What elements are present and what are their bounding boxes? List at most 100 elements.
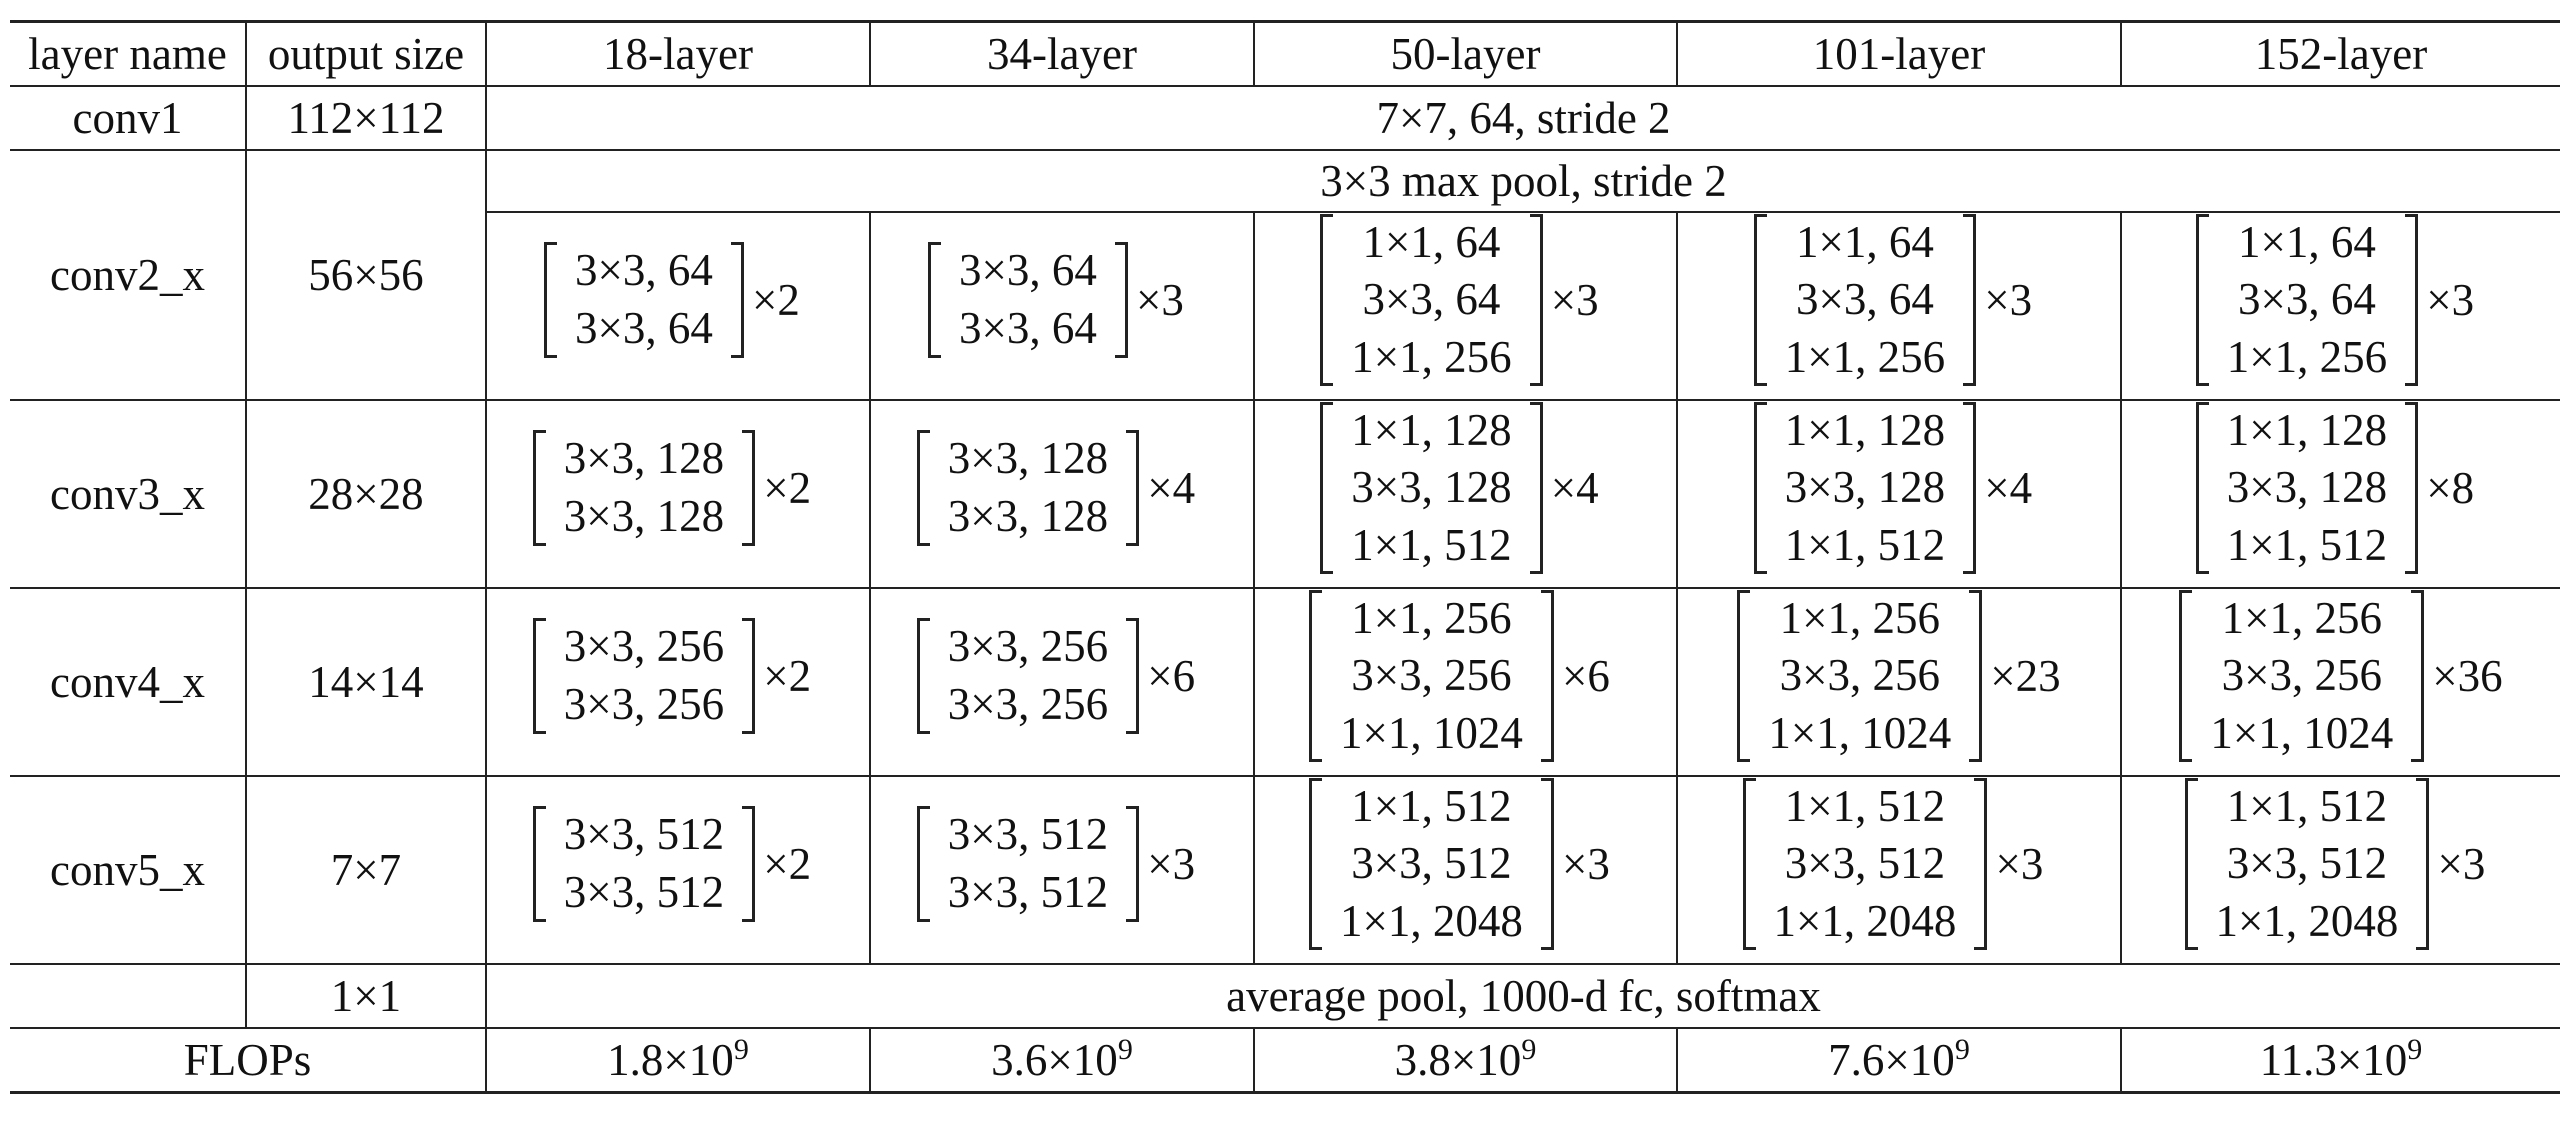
- left-bracket: [532, 430, 546, 546]
- block-lines: 3×3, 512 3×3, 512: [546, 806, 742, 921]
- block-bracket: 1×1, 512 3×3, 512 1×1, 2048: [2184, 777, 2430, 951]
- block-multiplier: ×3: [1147, 839, 1196, 889]
- block-line: 3×3, 64: [575, 245, 713, 296]
- flops-value: 11.3×109: [2260, 1033, 2422, 1087]
- flops-value: 3.8×109: [1395, 1033, 1537, 1087]
- left-bracket: [1753, 213, 1767, 387]
- flops-value: 7.6×109: [1828, 1033, 1970, 1087]
- right-bracket: [2411, 589, 2425, 763]
- conv3-name: conv3_x: [10, 399, 247, 589]
- conv2-row: 3×3, 64 3×3, 64 ×2 3×3, 64 3×3, 64 ×3 1×1, 6…: [10, 211, 2560, 401]
- block-line: 1×1, 128: [1784, 404, 1946, 455]
- conv4-output-size: 14×14: [245, 587, 487, 777]
- conv5-152-layer-block: 1×1, 512 3×3, 512 1×1, 2048 ×3: [2120, 775, 2560, 965]
- block-line: 3×3, 512: [1351, 838, 1512, 889]
- block-line: 3×3, 512: [947, 867, 1109, 917]
- left-bracket: [2195, 213, 2209, 387]
- block-lines: 1×1, 256 3×3, 256 1×1, 1024: [1322, 590, 1541, 763]
- flops-101-layer: 7.6×109: [1676, 1027, 2122, 1094]
- block-line: 3×3, 64: [575, 303, 713, 353]
- block-line: 1×1, 2048: [2215, 895, 2399, 946]
- block-bracket: 1×1, 256 3×3, 256 1×1, 1024: [1737, 589, 1983, 763]
- block-bracket: 1×1, 64 3×3, 64 1×1, 256: [1753, 213, 1977, 387]
- conv4-101-layer-block: 1×1, 256 3×3, 256 1×1, 1024 ×23: [1676, 587, 2122, 777]
- right-bracket: [1963, 401, 1977, 575]
- right-bracket: [1540, 777, 1554, 951]
- conv3-18-layer-block: 3×3, 128 3×3, 128 ×2: [485, 399, 871, 589]
- block-line: 1×1, 1024: [1340, 707, 1523, 758]
- header-34-layer: 34-layer: [869, 20, 1255, 87]
- block-multiplier: ×3: [1561, 839, 1610, 889]
- conv2-152-layer-block: 1×1, 64 3×3, 64 1×1, 256 ×3: [2120, 211, 2560, 401]
- block-line: 1×1, 64: [1362, 216, 1501, 267]
- block-lines: 3×3, 64 3×3, 64: [557, 242, 731, 357]
- block-multiplier: ×23: [1990, 651, 2061, 701]
- block-lines: 3×3, 64 3×3, 64: [941, 242, 1115, 357]
- conv2-34-layer-block: 3×3, 64 3×3, 64 ×3: [869, 211, 1255, 401]
- maxpool-spec: 3×3 max pool, stride 2: [485, 149, 2560, 213]
- right-bracket: [1963, 213, 1977, 387]
- block-line: 1×1, 128: [1351, 404, 1512, 455]
- right-bracket: [1540, 589, 1554, 763]
- block-multiplier: ×2: [763, 651, 812, 701]
- block-lines: 1×1, 128 3×3, 128 1×1, 512: [1333, 402, 1529, 575]
- conv5-50-layer-block: 1×1, 512 3×3, 512 1×1, 2048 ×3: [1253, 775, 1678, 965]
- block-bracket: 1×1, 128 3×3, 128 1×1, 512: [1753, 401, 1977, 575]
- block-line: 3×3, 256: [563, 621, 725, 672]
- conv2-50-layer-block: 1×1, 64 3×3, 64 1×1, 256 ×3: [1253, 211, 1678, 401]
- left-bracket: [532, 618, 546, 734]
- block-group: 3×3, 256 3×3, 256 ×2: [532, 618, 823, 734]
- block-lines: 1×1, 256 3×3, 256 1×1, 1024: [2192, 590, 2411, 763]
- flops-exponent: 9: [1117, 1033, 1133, 1066]
- block-line: 3×3, 256: [947, 621, 1109, 672]
- left-bracket: [532, 806, 546, 922]
- block-group: 3×3, 512 3×3, 512 ×3: [916, 806, 1207, 922]
- block-line: 3×3, 512: [563, 809, 725, 860]
- conv3-row: conv3_x 28×28 3×3, 128 3×3, 128 ×2 3×3, 12…: [10, 399, 2560, 589]
- flops-label: FLOPs: [10, 1027, 487, 1094]
- block-line: 3×3, 128: [563, 491, 725, 541]
- conv2-name: conv2_x: [10, 149, 247, 401]
- block-multiplier: ×8: [2426, 463, 2475, 513]
- block-multiplier: ×4: [1550, 463, 1599, 513]
- right-bracket: [2416, 777, 2430, 951]
- block-lines: 1×1, 64 3×3, 64 1×1, 256: [1333, 214, 1529, 387]
- header-101-layer: 101-layer: [1676, 20, 2122, 87]
- flops-base: 11.3×10: [2259, 1035, 2408, 1085]
- block-lines: 3×3, 128 3×3, 128: [930, 430, 1126, 545]
- block-group: 1×1, 128 3×3, 128 1×1, 512 ×8: [2195, 401, 2486, 575]
- block-lines: 1×1, 128 3×3, 128 1×1, 512: [1767, 402, 1963, 575]
- block-line: 3×3, 64: [959, 245, 1097, 296]
- header-18-layer: 18-layer: [485, 20, 871, 87]
- block-line: 3×3, 128: [2226, 462, 2388, 513]
- block-group: 1×1, 64 3×3, 64 1×1, 256 ×3: [1320, 213, 1610, 387]
- right-bracket: [730, 242, 744, 358]
- left-bracket: [916, 430, 930, 546]
- block-lines: 3×3, 256 3×3, 256: [546, 618, 742, 733]
- block-line: 1×1, 512: [1784, 780, 1946, 831]
- block-line: 3×3, 64: [959, 303, 1097, 353]
- block-lines: 1×1, 512 3×3, 512 1×1, 2048: [2198, 778, 2417, 951]
- block-line: 3×3, 512: [563, 867, 725, 917]
- right-bracket: [1974, 777, 1988, 951]
- right-bracket: [742, 430, 756, 546]
- block-multiplier: ×2: [751, 275, 800, 325]
- block-group: 1×1, 64 3×3, 64 1×1, 256 ×3: [2195, 213, 2486, 387]
- left-bracket: [2179, 589, 2193, 763]
- right-bracket: [1114, 242, 1128, 358]
- block-line: 1×1, 64: [2238, 216, 2376, 267]
- block-bracket: 1×1, 512 3×3, 512 1×1, 2048: [1309, 777, 1554, 951]
- block-bracket: 3×3, 256 3×3, 256: [532, 618, 756, 734]
- flops-34-layer: 3.6×109: [869, 1027, 1255, 1094]
- block-group: 1×1, 512 3×3, 512 1×1, 2048 ×3: [1309, 777, 1622, 951]
- header-50-layer: 50-layer: [1253, 20, 1678, 87]
- conv1-name: conv1: [10, 85, 247, 151]
- left-bracket: [1742, 777, 1756, 951]
- block-multiplier: ×3: [1995, 839, 2044, 889]
- block-lines: 3×3, 128 3×3, 128: [546, 430, 742, 545]
- final-output-size: 1×1: [245, 963, 487, 1029]
- right-bracket: [1126, 618, 1140, 734]
- block-bracket: 1×1, 512 3×3, 512 1×1, 2048: [1742, 777, 1988, 951]
- block-bracket: 1×1, 128 3×3, 128 1×1, 512: [1320, 401, 1543, 575]
- flops-152-layer: 11.3×109: [2120, 1027, 2560, 1094]
